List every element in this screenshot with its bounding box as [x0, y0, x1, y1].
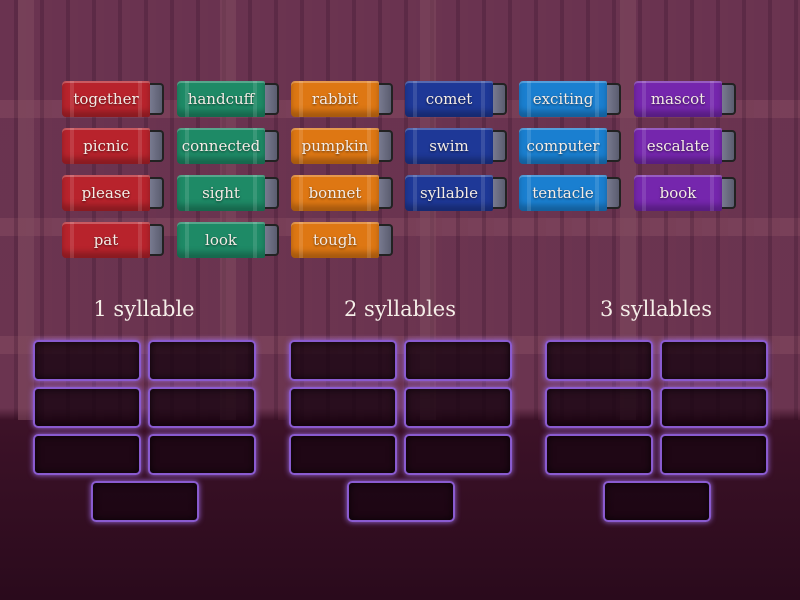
- drop-slot[interactable]: [660, 340, 768, 381]
- word-book[interactable]: bonnet: [291, 173, 395, 211]
- book-pages: [720, 83, 736, 115]
- word-book[interactable]: pat: [62, 220, 166, 258]
- drop-slot[interactable]: [289, 340, 397, 381]
- book-pages: [148, 130, 164, 162]
- shelf-post: [18, 0, 34, 420]
- book-pages: [263, 177, 279, 209]
- word-book[interactable]: together: [62, 79, 166, 117]
- word-book[interactable]: rabbit: [291, 79, 395, 117]
- book-pages: [148, 224, 164, 256]
- book-label: look: [177, 222, 265, 258]
- book-label: swim: [405, 128, 493, 164]
- drop-slot[interactable]: [545, 434, 653, 475]
- drop-slot[interactable]: [91, 481, 199, 522]
- book-label: connected: [177, 128, 265, 164]
- word-book[interactable]: handcuff: [177, 79, 281, 117]
- book-pages: [377, 224, 393, 256]
- book-pages: [263, 83, 279, 115]
- word-book[interactable]: connected: [177, 126, 281, 164]
- book-label: please: [62, 175, 150, 211]
- book-pages: [491, 130, 507, 162]
- book-pages: [720, 130, 736, 162]
- book-label: book: [634, 175, 722, 211]
- book-label: exciting: [519, 81, 607, 117]
- book-pages: [148, 83, 164, 115]
- book-pages: [720, 177, 736, 209]
- book-pages: [377, 177, 393, 209]
- drop-slot[interactable]: [404, 434, 512, 475]
- book-pages: [263, 224, 279, 256]
- book-pages: [377, 130, 393, 162]
- drop-slot[interactable]: [148, 434, 256, 475]
- book-label: picnic: [62, 128, 150, 164]
- drop-slot[interactable]: [603, 481, 711, 522]
- word-book[interactable]: exciting: [519, 79, 623, 117]
- word-book[interactable]: picnic: [62, 126, 166, 164]
- drop-slot[interactable]: [148, 387, 256, 428]
- group-title: 2 syllables: [344, 297, 456, 321]
- word-book[interactable]: pumpkin: [291, 126, 395, 164]
- word-book[interactable]: please: [62, 173, 166, 211]
- book-label: syllable: [405, 175, 493, 211]
- book-label: mascot: [634, 81, 722, 117]
- drop-slot[interactable]: [660, 434, 768, 475]
- drop-slot[interactable]: [289, 434, 397, 475]
- drop-slot[interactable]: [33, 387, 141, 428]
- book-label: escalate: [634, 128, 722, 164]
- book-label: tentacle: [519, 175, 607, 211]
- word-book[interactable]: swim: [405, 126, 509, 164]
- book-label: pumpkin: [291, 128, 379, 164]
- word-book[interactable]: mascot: [634, 79, 738, 117]
- word-book[interactable]: look: [177, 220, 281, 258]
- drop-slot[interactable]: [148, 340, 256, 381]
- drop-slot[interactable]: [289, 387, 397, 428]
- drop-slot[interactable]: [33, 340, 141, 381]
- book-pages: [605, 177, 621, 209]
- drop-slot[interactable]: [545, 340, 653, 381]
- book-label: handcuff: [177, 81, 265, 117]
- book-pages: [605, 130, 621, 162]
- book-label: computer: [519, 128, 607, 164]
- shelf-post: [620, 0, 636, 420]
- book-pages: [377, 83, 393, 115]
- drop-slot[interactable]: [404, 340, 512, 381]
- word-book[interactable]: comet: [405, 79, 509, 117]
- book-label: pat: [62, 222, 150, 258]
- drop-slot[interactable]: [404, 387, 512, 428]
- book-label: tough: [291, 222, 379, 258]
- book-pages: [491, 177, 507, 209]
- book-label: bonnet: [291, 175, 379, 211]
- word-book[interactable]: computer: [519, 126, 623, 164]
- drop-slot[interactable]: [545, 387, 653, 428]
- book-pages: [605, 83, 621, 115]
- book-label: comet: [405, 81, 493, 117]
- word-book[interactable]: tough: [291, 220, 395, 258]
- word-book[interactable]: sight: [177, 173, 281, 211]
- book-label: together: [62, 81, 150, 117]
- book-pages: [148, 177, 164, 209]
- book-label: sight: [177, 175, 265, 211]
- word-book[interactable]: escalate: [634, 126, 738, 164]
- book-pages: [491, 83, 507, 115]
- group-title: 3 syllables: [600, 297, 712, 321]
- word-book[interactable]: syllable: [405, 173, 509, 211]
- drop-slot[interactable]: [660, 387, 768, 428]
- word-book[interactable]: book: [634, 173, 738, 211]
- book-label: rabbit: [291, 81, 379, 117]
- word-book[interactable]: tentacle: [519, 173, 623, 211]
- drop-slot[interactable]: [33, 434, 141, 475]
- book-pages: [263, 130, 279, 162]
- drop-slot[interactable]: [347, 481, 455, 522]
- group-title: 1 syllable: [93, 297, 195, 321]
